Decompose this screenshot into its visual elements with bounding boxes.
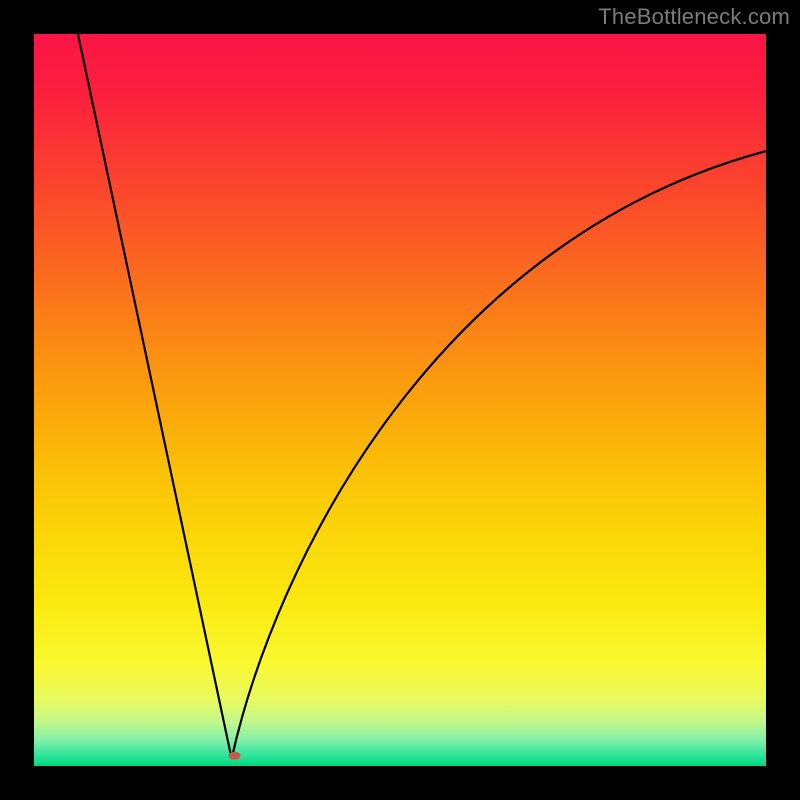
plot-area: [34, 34, 766, 766]
chart-container: TheBottleneck.com: [0, 0, 800, 800]
minimum-marker: [229, 752, 241, 760]
bottleneck-chart: [0, 0, 800, 800]
